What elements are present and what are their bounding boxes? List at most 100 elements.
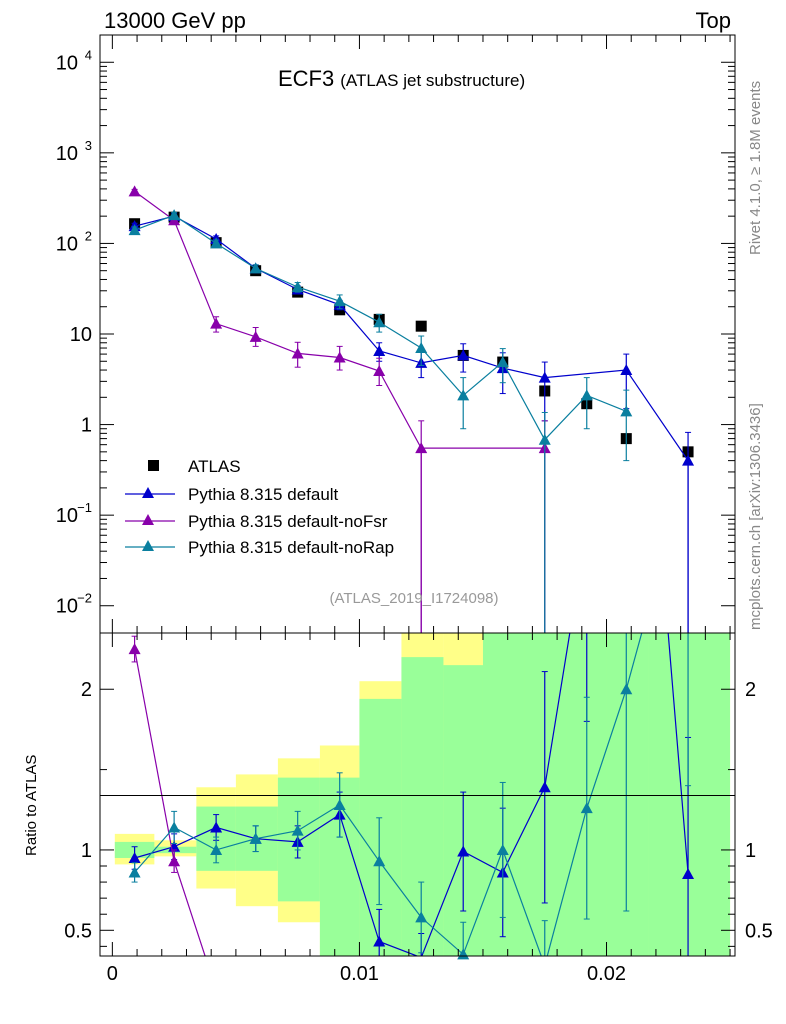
ratio-data-point bbox=[128, 643, 141, 655]
uncertainty-band-inner bbox=[648, 633, 731, 956]
ratio-data-point bbox=[496, 843, 509, 855]
ratio-series-line bbox=[134, 633, 689, 956]
data-point bbox=[373, 344, 386, 356]
data-point bbox=[620, 364, 633, 376]
data-point bbox=[333, 351, 346, 363]
ratio-data-point bbox=[373, 935, 386, 947]
data-point bbox=[620, 405, 633, 417]
ratio-data-point bbox=[168, 840, 181, 852]
ratio-data-point bbox=[538, 781, 551, 793]
ratio-y-tick-label-right: 0.5 bbox=[745, 920, 773, 942]
data-point-atlas bbox=[415, 320, 427, 332]
data-point bbox=[496, 356, 509, 368]
data-point bbox=[168, 209, 181, 221]
mcplots-label: mcplots.cern.ch [arXiv:1306.3436] bbox=[747, 403, 764, 630]
plot-title: ECF3 (ATLAS jet substructure) bbox=[278, 66, 525, 91]
data-point bbox=[333, 295, 346, 307]
x-tick-label: 0.01 bbox=[340, 963, 379, 985]
y-tick-exponent: 4 bbox=[85, 47, 92, 62]
data-point bbox=[457, 389, 470, 401]
legend-marker-default bbox=[142, 487, 154, 498]
ratio-y-tick-label: 1 bbox=[81, 840, 92, 862]
ratio-data-point bbox=[415, 911, 428, 923]
legend-label-norap: Pythia 8.315 default-noRap bbox=[188, 538, 394, 557]
legend: ATLAS Pythia 8.315 default Pythia 8.315 … bbox=[125, 457, 394, 557]
data-point bbox=[128, 224, 141, 236]
y-tick-label: 1 bbox=[81, 415, 92, 437]
uncertainty-band-inner bbox=[359, 698, 402, 956]
y-tick-label: 10 bbox=[70, 324, 92, 346]
uncertainty-band-inner bbox=[524, 633, 567, 956]
ratio-y-tick-label: 0.5 bbox=[64, 920, 92, 942]
data-point bbox=[249, 330, 262, 342]
ratio-data-point bbox=[210, 843, 223, 855]
legend-marker-atlas bbox=[148, 460, 159, 471]
y-tick-label: 10 bbox=[56, 596, 78, 618]
header-right: Top bbox=[696, 8, 731, 33]
ratio-data-point bbox=[682, 868, 695, 880]
data-point bbox=[291, 281, 304, 293]
ratio-y-tick-label: 2 bbox=[81, 679, 92, 701]
plot-title-main: ECF3 bbox=[278, 66, 334, 91]
y-tick-label: 10 bbox=[56, 143, 78, 165]
ratio-data-point bbox=[128, 866, 141, 878]
ratio-plot-frame bbox=[99, 632, 736, 957]
ratio-data-point bbox=[620, 683, 633, 695]
data-point bbox=[249, 262, 262, 274]
ratio-data-point bbox=[168, 855, 181, 867]
x-tick-label: 0 bbox=[107, 963, 118, 985]
ratio-series-line bbox=[134, 633, 643, 956]
legend-label-atlas: ATLAS bbox=[188, 457, 241, 476]
ratio-data-point bbox=[249, 832, 262, 844]
data-point bbox=[291, 347, 304, 359]
uncertainty-band-inner bbox=[401, 657, 444, 956]
ratio-data-point bbox=[457, 948, 470, 960]
ratio-y-tick-label-right: 1 bbox=[745, 840, 756, 862]
data-point bbox=[210, 237, 223, 249]
ratio-data-point bbox=[333, 798, 346, 810]
y-tick-label: 10 bbox=[56, 233, 78, 255]
legend-marker-norap bbox=[142, 540, 154, 551]
main-series bbox=[128, 185, 695, 633]
ratio-series bbox=[128, 632, 695, 960]
ratio-y-tick-label-right: 2 bbox=[745, 679, 756, 701]
y-tick-exponent: 3 bbox=[85, 138, 92, 153]
x-tick-label: 0.02 bbox=[587, 963, 626, 985]
y-tick-exponent: 2 bbox=[85, 228, 92, 243]
y-tick-exponent: −2 bbox=[77, 591, 92, 606]
data-point bbox=[373, 316, 386, 328]
y-tick-label: 10 bbox=[56, 52, 78, 74]
legend-marker-nofsr bbox=[142, 514, 154, 525]
ratio-data-point bbox=[580, 802, 593, 814]
uncertainty-band-inner bbox=[606, 633, 649, 956]
y-tick-exponent: −1 bbox=[77, 500, 92, 515]
legend-label-default: Pythia 8.315 default bbox=[188, 485, 339, 504]
legend-label-nofsr: Pythia 8.315 default-noFsr bbox=[188, 512, 388, 531]
ratio-data-point bbox=[210, 821, 223, 833]
ratio-data-point bbox=[457, 845, 470, 857]
plot-title-sub: (ATLAS jet substructure) bbox=[340, 71, 525, 90]
ratio-data-point bbox=[291, 824, 304, 836]
data-point bbox=[580, 389, 593, 401]
data-point bbox=[415, 442, 428, 454]
uncertainty-band-inner bbox=[482, 633, 525, 956]
data-point bbox=[538, 371, 551, 383]
series-line bbox=[134, 214, 627, 441]
ratio-data-point bbox=[373, 855, 386, 867]
data-point bbox=[457, 349, 470, 361]
header-left: 13000 GeV pp bbox=[104, 8, 246, 33]
ratio-data-point bbox=[128, 851, 141, 863]
rivet-version-label: Rivet 4.1.0, ≥ 1.8M events bbox=[747, 81, 764, 255]
ratio-bands bbox=[114, 633, 731, 956]
data-point bbox=[210, 317, 223, 329]
ratio-axes: 0.5 0.5 1 1 2 2 0 0.01 0.02 bbox=[64, 633, 773, 985]
analysis-id: (ATLAS_2019_I1724098) bbox=[329, 590, 498, 607]
ratio-ylabel: Ratio to ATLAS bbox=[23, 755, 40, 856]
y-tick-label: 10 bbox=[56, 505, 78, 527]
series-line bbox=[134, 215, 689, 461]
ratio-data-point bbox=[168, 821, 181, 833]
data-point bbox=[128, 185, 141, 197]
data-point bbox=[538, 433, 551, 445]
